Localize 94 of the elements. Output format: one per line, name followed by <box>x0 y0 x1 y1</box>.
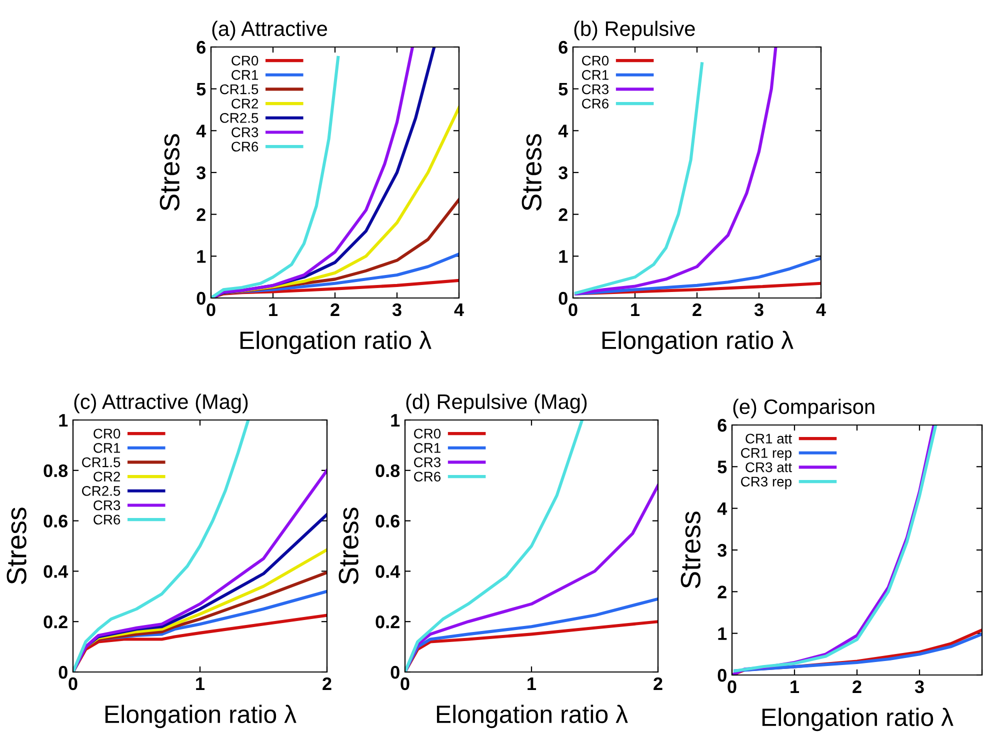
line-series <box>574 47 778 296</box>
y-tick-label: 0 <box>58 666 68 679</box>
legend-label: CR1 <box>582 70 608 80</box>
legend-label: CR1 <box>94 443 120 453</box>
x-tick-label: 0 <box>68 677 78 690</box>
y-axis-title: Stress <box>522 134 542 211</box>
y-tick-label: 1 <box>391 414 400 427</box>
legend-label: CR3 <box>232 127 258 138</box>
y-tick-label: 3 <box>558 166 568 180</box>
legend-label: CR0 <box>414 428 441 439</box>
x-tick-label: 0 <box>728 680 736 694</box>
y-tick-label: 0 <box>558 292 568 305</box>
legend-label: CR6 <box>94 514 120 525</box>
legend-label: CR1 att <box>746 434 792 444</box>
x-tick-label: 3 <box>914 680 924 694</box>
legend-label: CR2 <box>94 472 120 482</box>
y-tick-label: 0.4 <box>376 565 400 578</box>
y-tick-label: 0 <box>390 666 400 679</box>
y-tick-label: 3 <box>718 544 726 557</box>
x-tick-label: 1 <box>528 678 536 690</box>
y-tick-label: 4 <box>196 124 206 138</box>
y-tick-label: 0.6 <box>44 514 68 528</box>
y-tick-label: 4 <box>558 124 568 138</box>
legend-label: CR6 <box>582 98 609 109</box>
x-tick-label: 4 <box>816 304 826 316</box>
chart-title: (c) Attractive (Mag) <box>74 394 248 414</box>
x-tick-label: 1 <box>269 304 278 316</box>
chart-title: (d) Repulsive (Mag) <box>406 394 587 414</box>
legend-label: CR1 rep <box>741 448 792 461</box>
x-tick-label: 1 <box>631 304 640 316</box>
y-tick-label: 0.4 <box>44 565 68 578</box>
y-tick-label: 0.2 <box>44 616 68 628</box>
y-tick-label: 3 <box>196 166 206 180</box>
x-axis-title: Elongation ratio λ <box>436 704 628 728</box>
y-tick-label: 6 <box>558 40 568 54</box>
y-tick-label: 6 <box>196 40 206 54</box>
y-tick-label: 0.6 <box>376 514 400 528</box>
x-tick-label: 0 <box>206 303 216 316</box>
x-axis-title: Elongation ratio λ <box>602 330 794 354</box>
legend-label: CR1.5 <box>82 457 120 468</box>
legend-label: CR0 <box>232 56 258 66</box>
y-tick-label: 2 <box>558 208 568 221</box>
line-series <box>574 256 821 296</box>
x-tick-label: 2 <box>692 303 702 316</box>
y-tick-label: 4 <box>717 502 728 515</box>
y-tick-label: 5 <box>718 460 727 474</box>
legend-label: CR2 <box>232 98 258 109</box>
x-tick-label: 2 <box>852 680 862 693</box>
legend-label: CR1.5 <box>220 84 258 94</box>
y-axis-title: Stress <box>680 512 700 588</box>
legend-label: CR3 <box>94 500 120 510</box>
legend-label: CR2.5 <box>82 486 120 496</box>
x-tick-label: 4 <box>454 304 464 316</box>
legend-label: CR3 <box>414 457 441 468</box>
legend-label: CR6 <box>414 472 441 482</box>
legend-label: CR3 att <box>746 462 792 472</box>
y-tick-label: 0 <box>196 292 206 305</box>
y-axis-title: Stress <box>160 134 180 211</box>
legend-label: CR3 <box>582 84 609 94</box>
legend-label: CR6 <box>232 142 258 152</box>
y-tick-label: 6 <box>718 418 726 432</box>
y-tick-label: 2 <box>718 586 726 598</box>
y-tick-label: 1 <box>59 414 68 427</box>
legend-label: CR2.5 <box>220 113 258 123</box>
chart-title: (e) Comparison <box>733 398 874 418</box>
x-tick-label: 3 <box>754 303 764 316</box>
x-axis-title: Elongation ratio λ <box>105 704 296 728</box>
x-tick-label: 0 <box>568 303 578 316</box>
x-tick-label: 2 <box>654 677 662 690</box>
legend-label: CR0 <box>582 56 609 66</box>
y-tick-label: 5 <box>558 82 568 96</box>
x-tick-label: 2 <box>330 303 340 316</box>
legend-label: CR1 <box>232 70 258 80</box>
y-tick-label: 5 <box>196 82 206 96</box>
line-series <box>211 56 340 298</box>
y-tick-label: 2 <box>196 208 206 221</box>
y-axis-title: Stress <box>6 508 26 584</box>
legend-label: CR3 rep <box>741 476 792 490</box>
legend-label: CR0 <box>94 428 120 439</box>
x-axis-title: Elongation ratio λ <box>240 330 432 354</box>
x-tick-label: 2 <box>322 677 332 690</box>
y-tick-label: 0.2 <box>376 616 400 628</box>
y-tick-label: 1 <box>718 627 727 640</box>
x-axis-title: Elongation ratio λ <box>762 708 954 732</box>
y-axis-title: Stress <box>338 508 358 584</box>
y-tick-label: 1 <box>559 250 568 263</box>
legend-label: CR1 <box>414 443 440 453</box>
y-tick-label: 0.8 <box>376 464 400 478</box>
x-tick-label: 0 <box>400 677 410 690</box>
x-tick-label: 1 <box>790 680 800 693</box>
chart-title: (b) Repulsive <box>574 20 695 40</box>
y-tick-label: 1 <box>197 250 206 263</box>
chart-title: (a) Attractive <box>212 20 328 40</box>
y-tick-label: 0.8 <box>44 464 68 478</box>
